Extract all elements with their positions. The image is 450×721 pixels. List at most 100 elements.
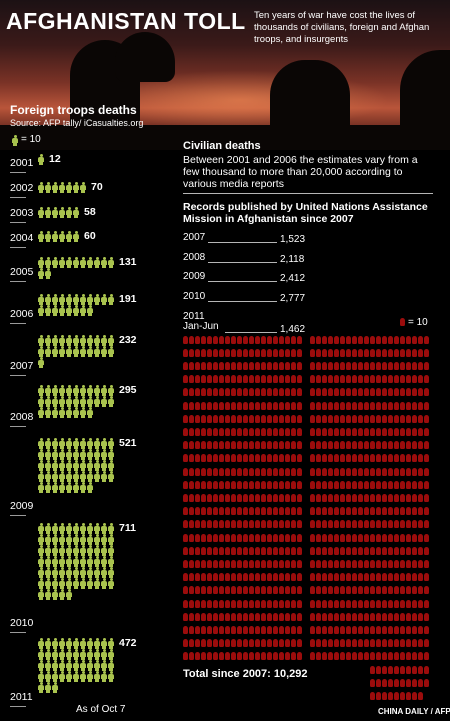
civilian-icon xyxy=(213,336,218,344)
civilian-icon xyxy=(370,679,375,687)
civilian-icon xyxy=(225,560,230,568)
civilian-icon xyxy=(195,626,200,634)
troop-icon xyxy=(101,335,107,346)
civilian-icon xyxy=(412,639,417,647)
civilian-icon xyxy=(189,573,194,581)
civilian-icon xyxy=(267,652,272,660)
civilian-icon xyxy=(183,586,188,594)
troop-icon xyxy=(59,556,65,567)
civilian-icon xyxy=(340,613,345,621)
troop-icon xyxy=(66,231,72,242)
civilian-icon xyxy=(418,494,423,502)
civilian-icon xyxy=(310,481,315,489)
troop-icon xyxy=(52,482,58,493)
civilian-icon xyxy=(370,468,375,476)
civilian-icon xyxy=(310,573,315,581)
troop-icon xyxy=(59,438,65,449)
civilian-icon xyxy=(255,547,260,555)
year-separator xyxy=(10,323,26,324)
civilian-icon xyxy=(189,415,194,423)
troop-icon xyxy=(66,567,72,578)
civilian-icon xyxy=(316,520,321,528)
civilian-icon xyxy=(340,600,345,608)
civilian-icon xyxy=(394,402,399,410)
troop-icon xyxy=(101,578,107,589)
troop-icon xyxy=(94,335,100,346)
civilian-icon xyxy=(255,494,260,502)
civilian-icon xyxy=(237,336,242,344)
civilian-icon xyxy=(213,375,218,383)
civilian-icon xyxy=(400,613,405,621)
civilian-icon xyxy=(255,441,260,449)
civilian-icon xyxy=(364,573,369,581)
civilian-icon xyxy=(310,402,315,410)
civilian-icon xyxy=(418,547,423,555)
civilian-icon xyxy=(297,349,302,357)
civilian-icon xyxy=(249,468,254,476)
civilian-icon xyxy=(243,507,248,515)
civilian-icon xyxy=(201,454,206,462)
troop-icon xyxy=(38,556,44,567)
civilian-icon xyxy=(376,454,381,462)
troop-icon xyxy=(80,449,86,460)
troop-icon xyxy=(94,545,100,556)
civilian-icon xyxy=(297,415,302,423)
civilian-icon xyxy=(358,586,363,594)
civilian-icon xyxy=(310,507,315,515)
civilian-icon xyxy=(412,679,417,687)
civilian-icon xyxy=(388,639,393,647)
civilian-icon xyxy=(406,679,411,687)
civilian-icon xyxy=(328,336,333,344)
civilian-icon xyxy=(310,534,315,542)
civilian-icon xyxy=(213,639,218,647)
civilian-icon xyxy=(376,692,381,700)
civilian-icon xyxy=(316,468,321,476)
civilian-icon xyxy=(406,639,411,647)
civilian-icon xyxy=(213,547,218,555)
civilian-total: Total since 2007: 10,292 xyxy=(183,668,308,680)
troop-icon xyxy=(38,449,44,460)
troop-icon xyxy=(45,294,51,305)
civilian-icon xyxy=(376,415,381,423)
civilian-icon xyxy=(243,639,248,647)
troop-icon xyxy=(87,578,93,589)
troop-icon xyxy=(52,407,58,418)
year-label: 2008 xyxy=(10,411,34,423)
civilian-icon xyxy=(316,441,321,449)
record-leader-line xyxy=(208,281,277,282)
troop-icon xyxy=(101,567,107,578)
civilian-icon xyxy=(213,560,218,568)
soldier-silhouette-helmet xyxy=(115,32,175,82)
civilian-icon xyxy=(424,428,429,436)
civilian-icon xyxy=(412,547,417,555)
civilian-icon xyxy=(207,402,212,410)
civilian-icon xyxy=(291,402,296,410)
civilian-icon xyxy=(388,468,393,476)
civilian-icon xyxy=(297,547,302,555)
troop-legend-icon xyxy=(12,135,18,146)
civilian-icon xyxy=(255,349,260,357)
troop-icon xyxy=(45,396,51,407)
troop-icon xyxy=(94,578,100,589)
civilian-icon xyxy=(364,415,369,423)
troop-icon xyxy=(101,638,107,649)
civilian-icon xyxy=(382,573,387,581)
troop-icon xyxy=(38,671,44,682)
troop-icon xyxy=(66,589,72,600)
civilian-icon xyxy=(291,441,296,449)
civilian-icon xyxy=(424,666,429,674)
civilian-icon xyxy=(310,336,315,344)
civilian-icon xyxy=(243,586,248,594)
troop-icon xyxy=(80,460,86,471)
civilian-icon xyxy=(219,375,224,383)
civilian-icon xyxy=(358,652,363,660)
civilian-icon xyxy=(231,560,236,568)
civilian-icon xyxy=(285,613,290,621)
civilian-icon xyxy=(370,626,375,634)
civilian-icon xyxy=(279,428,284,436)
civilian-icon xyxy=(334,375,339,383)
civilian-icon xyxy=(201,613,206,621)
troop-count-label: 521 xyxy=(119,437,137,449)
civilian-icon xyxy=(207,494,212,502)
civilian-icon xyxy=(225,652,230,660)
